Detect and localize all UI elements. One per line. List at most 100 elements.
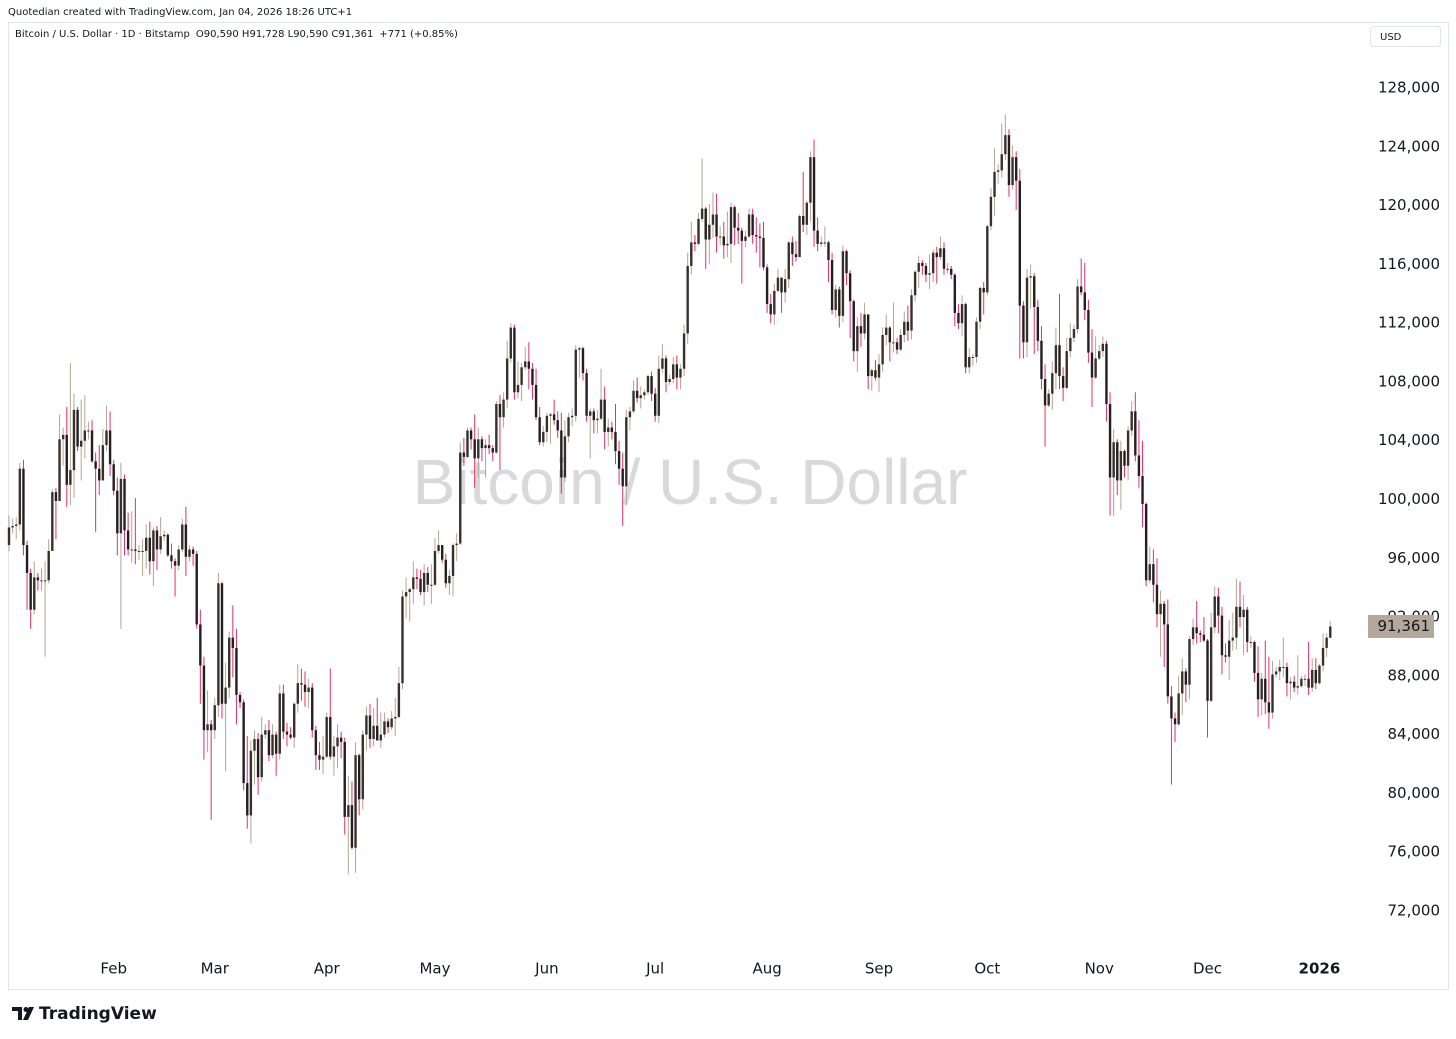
y-tick-label: 124,000 (1378, 137, 1440, 155)
candle-body (711, 214, 715, 225)
candle-body (1094, 358, 1097, 378)
candle-body (116, 490, 119, 534)
x-tick-label: 2026 (1299, 960, 1341, 978)
candle-body (206, 724, 209, 731)
candle-body (787, 242, 790, 280)
candle-body (834, 289, 837, 310)
candle-body (61, 434, 65, 440)
candle-body (794, 254, 798, 258)
legend-change: +771 (+0.85%) (379, 29, 458, 40)
candle-body (195, 553, 198, 625)
candle-body (1047, 393, 1050, 406)
candle-body (913, 271, 917, 296)
candle-body (217, 583, 220, 706)
candle-body (783, 279, 787, 293)
candle-body (903, 321, 906, 335)
candle-body (448, 575, 451, 584)
y-tick-label: 76,000 (1388, 843, 1441, 861)
candle-body (390, 718, 393, 728)
candle-body (957, 312, 960, 324)
candle-body (33, 577, 36, 610)
candle-body (1116, 442, 1119, 481)
candle-body (303, 684, 307, 692)
candle-body (1181, 671, 1184, 694)
candle-body (592, 411, 596, 421)
candle-body (960, 304, 964, 324)
candle-body (603, 399, 606, 432)
candle-body (361, 734, 364, 800)
candle-body (1170, 696, 1173, 719)
candle-body (740, 230, 744, 241)
candle-body (672, 364, 675, 380)
candle-body (527, 361, 531, 369)
candle-body (477, 439, 480, 459)
candle-body (274, 734, 278, 754)
candle-body (213, 705, 216, 731)
candle-body (25, 545, 29, 573)
candle-body (1220, 615, 1224, 656)
candle-body (1278, 667, 1281, 672)
candle-body (1256, 672, 1260, 700)
candle-body (870, 370, 873, 377)
candle-body (534, 384, 538, 418)
candle-body (484, 445, 487, 449)
candle-body (202, 665, 206, 731)
candle-body (1271, 674, 1274, 713)
candle-body (181, 524, 184, 550)
candle-body (235, 647, 238, 695)
candle-body (487, 445, 491, 449)
y-tick-label: 104,000 (1378, 431, 1440, 449)
candle-body (542, 431, 545, 443)
candle-body (589, 411, 592, 416)
candle-body (159, 536, 162, 550)
candle-body (11, 525, 14, 528)
candle-body (72, 409, 76, 471)
candle-body (866, 314, 870, 377)
candle-body (498, 404, 502, 418)
currency-label[interactable]: USD (1380, 32, 1402, 43)
candle-body (1188, 639, 1191, 685)
candle-body (491, 448, 494, 453)
candle-body (144, 537, 148, 551)
candle-body (87, 430, 90, 432)
logo-part (23, 1007, 29, 1012)
candle-body (108, 430, 112, 465)
candle-body (441, 545, 444, 560)
candle-body (1152, 564, 1155, 585)
candle-body (184, 524, 188, 557)
candle-body (762, 237, 765, 268)
x-tick-label: Sep (865, 960, 893, 978)
candle-body (105, 430, 108, 446)
candle-body (1137, 455, 1141, 477)
candle-body (1191, 627, 1195, 640)
candle-body (54, 492, 58, 501)
candle-body (357, 755, 361, 800)
candle-body (971, 356, 975, 358)
candle-body (599, 399, 603, 419)
candle-body (830, 260, 834, 310)
currency-button[interactable] (1370, 26, 1441, 47)
y-tick-label: 100,000 (1378, 490, 1440, 508)
candle-body (744, 236, 747, 241)
candle-body (1083, 292, 1086, 310)
candle-body (386, 721, 390, 728)
candle-body (877, 364, 881, 378)
candle-body (1314, 669, 1318, 684)
candle-body (1325, 637, 1328, 648)
x-tick-label: Mar (201, 960, 230, 978)
candle-body (376, 725, 379, 741)
candle-body (675, 364, 679, 378)
brand-name: TradingView (39, 1004, 157, 1024)
candle-body (758, 236, 762, 238)
candle-body (292, 703, 296, 738)
candle-body (531, 368, 534, 385)
chart-frame (8, 22, 1449, 990)
candle-body (242, 702, 245, 784)
candle-body (1231, 637, 1234, 641)
candle-body (982, 287, 985, 293)
candle-body (466, 430, 469, 457)
candle-body (451, 545, 455, 576)
candle-body (986, 226, 989, 293)
candle-body (311, 687, 314, 731)
